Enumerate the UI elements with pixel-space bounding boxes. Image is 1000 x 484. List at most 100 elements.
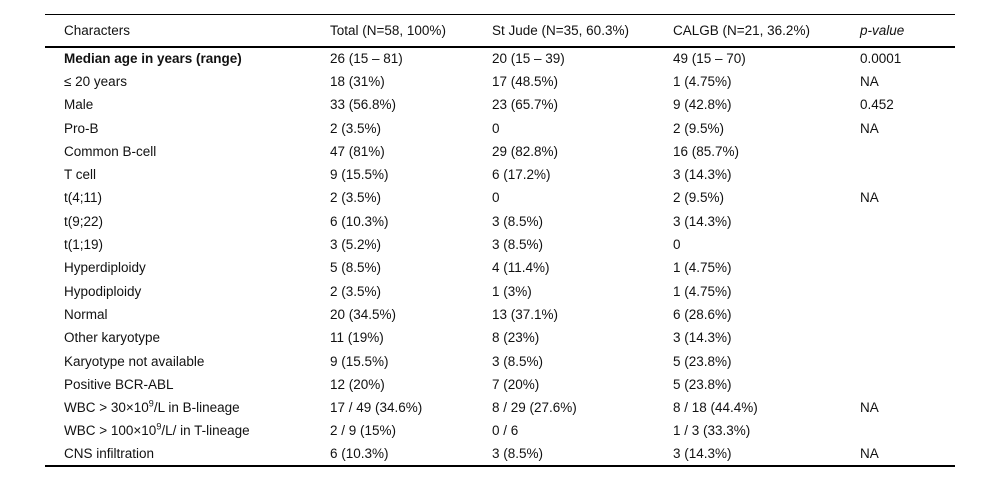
table-row: T cell 9 (15.5%) 6 (17.2%) 3 (14.3%) xyxy=(45,163,955,186)
table-cell: 6 (17.2%) xyxy=(492,167,551,183)
table-cell: 3 (14.3%) xyxy=(673,167,732,183)
table-cell: 16 (85.7%) xyxy=(673,143,740,159)
table-cell xyxy=(860,326,955,349)
table-cell: 2 / 9 (15%) xyxy=(330,423,397,439)
table-cell: 6 (10.3%) xyxy=(330,213,389,229)
table-cell: 2 (9.5%) xyxy=(673,120,725,136)
table-cell: 20 (15 – 39) xyxy=(492,51,565,67)
table-cell xyxy=(860,303,955,326)
table-cell xyxy=(860,256,955,279)
table-cell xyxy=(860,349,955,372)
table-row: Male 33 (56.8%) 23 (65.7%) 9 (42.8%) 0.452 xyxy=(45,93,955,116)
table-cell: CNS infiltration xyxy=(64,446,155,462)
table-cell: 12 (20%) xyxy=(330,376,385,392)
table-cell xyxy=(860,210,955,233)
table-cell: Hypodiploidy xyxy=(64,283,142,299)
column-header-st-jude: St Jude (N=35, 60.3%) xyxy=(492,22,629,38)
table-cell: Median age in years (range) xyxy=(64,51,242,67)
table-cell: 4 (11.4%) xyxy=(492,260,550,276)
table-cell: 0 xyxy=(492,120,500,136)
column-header-calgb: CALGB (N=21, 36.2%) xyxy=(673,22,810,38)
table-cell: 9 (15.5%) xyxy=(330,167,389,183)
table-cell: 9 (15.5%) xyxy=(330,353,389,369)
table-cell: 1 (4.75%) xyxy=(673,73,732,89)
table-cell: 2 (3.5%) xyxy=(330,283,382,299)
table-row: ≤ 20 years 18 (31%) 17 (48.5%) 1 (4.75%) NA xyxy=(45,70,955,93)
table-cell: NA xyxy=(860,190,879,206)
table-cell: 13 (37.1%) xyxy=(492,306,559,322)
table-cell: 3 (14.3%) xyxy=(673,330,732,346)
table-row: Hyperdiploidy 5 (8.5%) 4 (11.4%) 1 (4.75%) xyxy=(45,256,955,279)
table-cell: 0 / 6 xyxy=(492,423,519,439)
table-row: Positive BCR-ABL 12 (20%) 7 (20%) 5 (23.8%) xyxy=(45,373,955,396)
table-cell: 0.0001 xyxy=(860,51,902,67)
table-cell xyxy=(860,373,955,396)
table-cell: 0 xyxy=(492,190,500,206)
table-cell: Positive BCR-ABL xyxy=(64,376,174,392)
table-row: Hypodiploidy 2 (3.5%) 1 (3%) 1 (4.75%) xyxy=(45,279,955,302)
table-row: WBC > 30×109/L in B-lineage 17 / 49 (34.6… xyxy=(45,396,955,419)
table-cell: 18 (31%) xyxy=(330,73,385,89)
table-cell: t(1;19) xyxy=(64,237,104,253)
table-cell: t(9;22) xyxy=(64,213,104,229)
table-cell: Karyotype not available xyxy=(64,353,205,369)
table-cell: 11 (19%) xyxy=(330,330,384,346)
table-cell: 1 (4.75%) xyxy=(673,283,732,299)
table-row: t(4;11) 2 (3.5%) 0 2 (9.5%) NA xyxy=(45,186,955,209)
table-row: Other karyotype 11 (19%) 8 (23%) 3 (14.3%) xyxy=(45,326,955,349)
table-cell: 3 (8.5%) xyxy=(492,213,544,229)
column-header-p-value: p-value xyxy=(860,22,905,38)
table-cell: 3 (8.5%) xyxy=(492,237,544,253)
table-row: WBC > 100×109/L/ in T-lineage 2 / 9 (15%)… xyxy=(45,419,955,442)
table-cell: 8 / 29 (27.6%) xyxy=(492,400,577,416)
table-cell: 3 (14.3%) xyxy=(673,213,732,229)
table-cell: 2 (3.5%) xyxy=(330,120,382,136)
table-cell: 20 (34.5%) xyxy=(330,306,397,322)
table-cell: NA xyxy=(860,120,879,136)
table-cell xyxy=(860,279,955,302)
table-cell: 2 (9.5%) xyxy=(673,190,725,206)
table-row: t(9;22) 6 (10.3%) 3 (8.5%) 3 (14.3%) xyxy=(45,210,955,233)
table-cell: 0 xyxy=(673,237,681,253)
table-cell: 8 / 18 (44.4%) xyxy=(673,400,758,416)
table-row: Common B-cell 47 (81%) 29 (82.8%) 16 (85.7%… xyxy=(45,140,955,163)
table-cell: 9 (42.8%) xyxy=(673,97,732,113)
table-cell: 23 (65.7%) xyxy=(492,97,559,113)
table-cell: t(4;11) xyxy=(64,190,103,206)
table-cell xyxy=(860,163,955,186)
table-cell: 3 (14.3%) xyxy=(673,446,732,462)
table-cell: 29 (82.8%) xyxy=(492,143,559,159)
characteristics-table: Characters Total (N=58, 100%) St Jude (N… xyxy=(45,14,955,467)
characteristics-table-container: Characters Total (N=58, 100%) St Jude (N… xyxy=(45,14,955,467)
table-cell: 33 (56.8%) xyxy=(330,97,397,113)
table-cell: T cell xyxy=(64,167,97,183)
table-body: Median age in years (range) 26 (15 – 81) 2… xyxy=(45,47,955,466)
table-cell: 47 (81%) xyxy=(330,143,385,159)
table-header-row: Characters Total (N=58, 100%) St Jude (N… xyxy=(45,14,955,47)
table-cell: 17 (48.5%) xyxy=(492,73,559,89)
table-cell: 3 (8.5%) xyxy=(492,446,544,462)
table-cell: 6 (28.6%) xyxy=(673,306,732,322)
table-cell: NA xyxy=(860,73,879,89)
table-header: Characters Total (N=58, 100%) St Jude (N… xyxy=(45,14,955,47)
table-cell xyxy=(860,233,955,256)
table-cell: 5 (8.5%) xyxy=(330,260,382,276)
table-cell: 1 (3%) xyxy=(492,283,532,299)
table-cell: Other karyotype xyxy=(64,330,161,346)
table-cell: Hyperdiploidy xyxy=(64,260,146,276)
table-cell: 2 (3.5%) xyxy=(330,190,382,206)
table-cell: 6 (10.3%) xyxy=(330,446,389,462)
table-cell: 0.452 xyxy=(860,97,894,113)
table-cell: 1 / 3 (33.3%) xyxy=(673,423,751,439)
column-header-characters: Characters xyxy=(64,22,131,38)
table-cell: 1 (4.75%) xyxy=(673,260,732,276)
table-cell: 5 (23.8%) xyxy=(673,353,732,369)
table-cell: Normal xyxy=(64,306,108,322)
table-cell: 17 / 49 (34.6%) xyxy=(330,400,423,416)
table-cell: WBC > 30×109/L in B-lineage xyxy=(64,398,240,416)
table-cell: NA xyxy=(860,446,879,462)
table-cell: 5 (23.8%) xyxy=(673,376,732,392)
table-row: Normal 20 (34.5%) 13 (37.1%) 6 (28.6%) xyxy=(45,303,955,326)
table-cell: 8 (23%) xyxy=(492,330,540,346)
table-row: Median age in years (range) 26 (15 – 81) 2… xyxy=(45,47,955,70)
